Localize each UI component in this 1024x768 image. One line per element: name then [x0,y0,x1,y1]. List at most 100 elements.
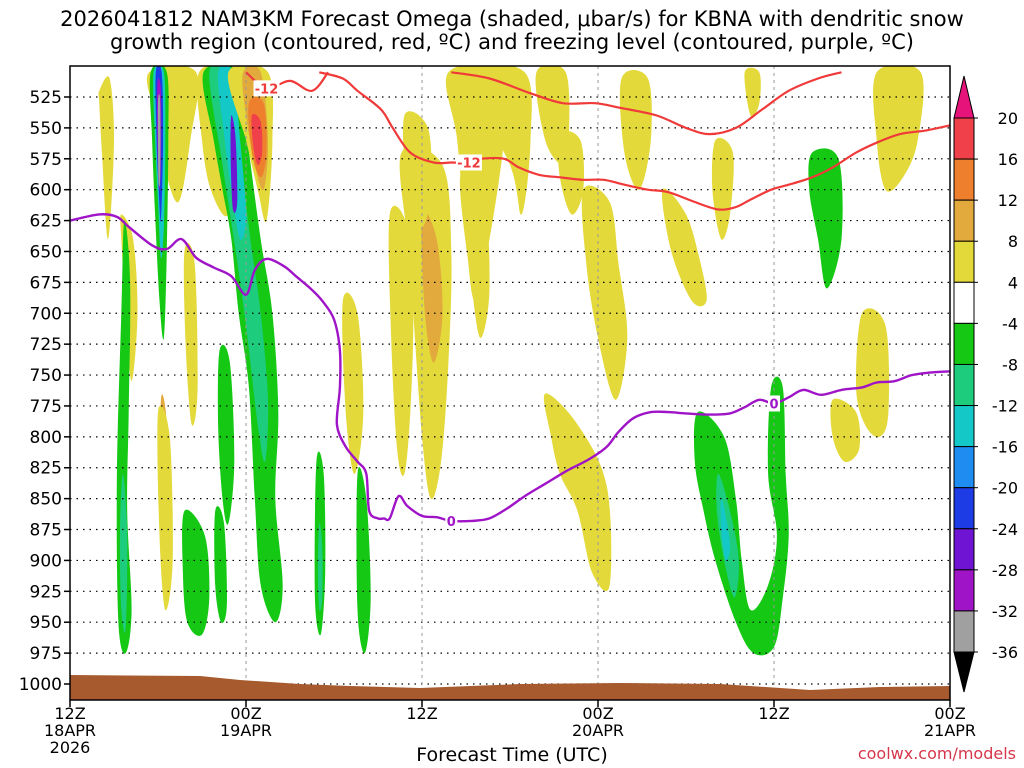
y-tick-label: 525 [30,88,62,108]
colorbar-swatch [953,117,975,160]
omega-region [214,506,228,624]
omega-region [202,66,283,623]
x-tick-label: 12Z [758,704,789,723]
colorbar-swatch [953,487,975,530]
plot-frame [69,65,951,701]
colorbar-swatch [953,158,975,201]
colorbar-swatch [953,281,975,324]
omega-region [183,243,198,426]
omega-region [543,393,612,592]
omega-region [693,376,789,656]
x-axis-label: Forecast Time (UTC) [416,744,608,766]
colorbar-swatch [953,610,975,653]
colorbar-label: -12 [992,397,1018,416]
y-tick-label: 700 [30,304,62,324]
colorbar-swatch [953,446,975,489]
omega-region [661,188,707,307]
colorbar-label: -24 [992,520,1018,539]
y-tick-label: 825 [30,459,62,479]
y-tick-label: 850 [30,490,62,510]
y-tick-label: 900 [30,551,62,571]
omega-region [581,185,628,400]
omega-region [98,76,115,240]
omega-region [342,292,364,474]
contour-label-background [455,154,482,171]
contour-label-background [445,512,458,529]
omega-region [251,113,263,166]
omega-region [744,67,761,117]
omega-region [711,137,734,240]
colorbar-swatch [953,528,975,571]
x-tick-label: 20APR [572,721,624,740]
colorbar-label: -28 [992,561,1018,580]
omega-region [182,509,210,636]
y-tick-label: 875 [30,521,62,541]
credit-text: coolwx.com/models [857,744,1016,763]
y-tick-label: 775 [30,397,62,417]
y-tick-label: 600 [30,181,62,201]
omega-region [720,498,731,562]
omega-region [830,398,861,462]
colorbar-label: 12 [998,191,1018,210]
omega-region [317,522,323,612]
y-tick-label: 975 [30,644,62,664]
omega-region [808,148,843,289]
colorbar-swatch [953,363,975,407]
colorbar-label: -8 [1002,355,1018,374]
colorbar-swatch [953,199,975,242]
y-tick-label: 800 [30,428,62,448]
omega-region [230,115,238,213]
colorbar-label: 4 [1008,273,1018,292]
omega-region [873,66,924,192]
colorbar-label: -36 [992,643,1018,662]
dgz-contour-line [451,71,842,136]
chart-title-line-2: growth region (contoured, red, ºC) and f… [110,30,914,54]
y-tick-label: 925 [30,582,62,602]
omega-region [388,205,414,476]
x-tick-label: 00Z [582,704,613,723]
omega-region [421,210,443,363]
dgz-contour-label: -12 [457,156,481,171]
x-tick-label: 2026 [50,738,91,757]
omega-region [459,169,490,338]
omega-region [157,93,161,187]
dgz-contour-line [319,71,950,211]
colorbar-label: -16 [992,438,1018,457]
colorbar-label: -32 [992,602,1018,621]
omega-region [856,308,890,438]
x-tick-label: 00Z [934,704,965,723]
omega-region [209,66,269,463]
y-tick-label: 950 [30,613,62,633]
y-tick-label: 575 [30,150,62,170]
x-tick-label: 12Z [54,704,85,723]
colorbar-label: 20 [998,109,1018,128]
omega-region [465,66,532,215]
colorbar-label: -20 [992,479,1018,498]
colorbar-label: 8 [1008,232,1018,251]
colorbar-swatch [953,322,975,365]
dgz-contour-label: -12 [255,82,279,97]
terrain-ground [70,675,950,700]
omega-region [157,405,173,611]
colorbar-label: 16 [998,150,1018,169]
colorbar-swatch [953,569,975,612]
y-tick-label: 675 [30,273,62,293]
omega-region [121,535,126,623]
colorbar-swatch [953,405,975,448]
y-tick-label: 550 [30,119,62,139]
colorbar-swatch [953,240,975,283]
freezing-level-label: 0 [769,397,778,412]
x-tick-label: 19APR [220,721,272,740]
omega-region [217,344,235,525]
x-tick-label: 18APR [44,721,96,740]
contour-label-background [768,395,780,412]
colorbar-bottom-arrow [953,651,975,693]
omega-region [402,111,432,227]
contour-label-background [253,80,280,97]
y-tick-label: 725 [30,335,62,355]
x-tick-label: 21APR [924,721,976,740]
omega-region [399,146,452,500]
omega-region [619,69,652,190]
omega-region [557,130,585,215]
colorbar-top-arrow [953,75,975,119]
